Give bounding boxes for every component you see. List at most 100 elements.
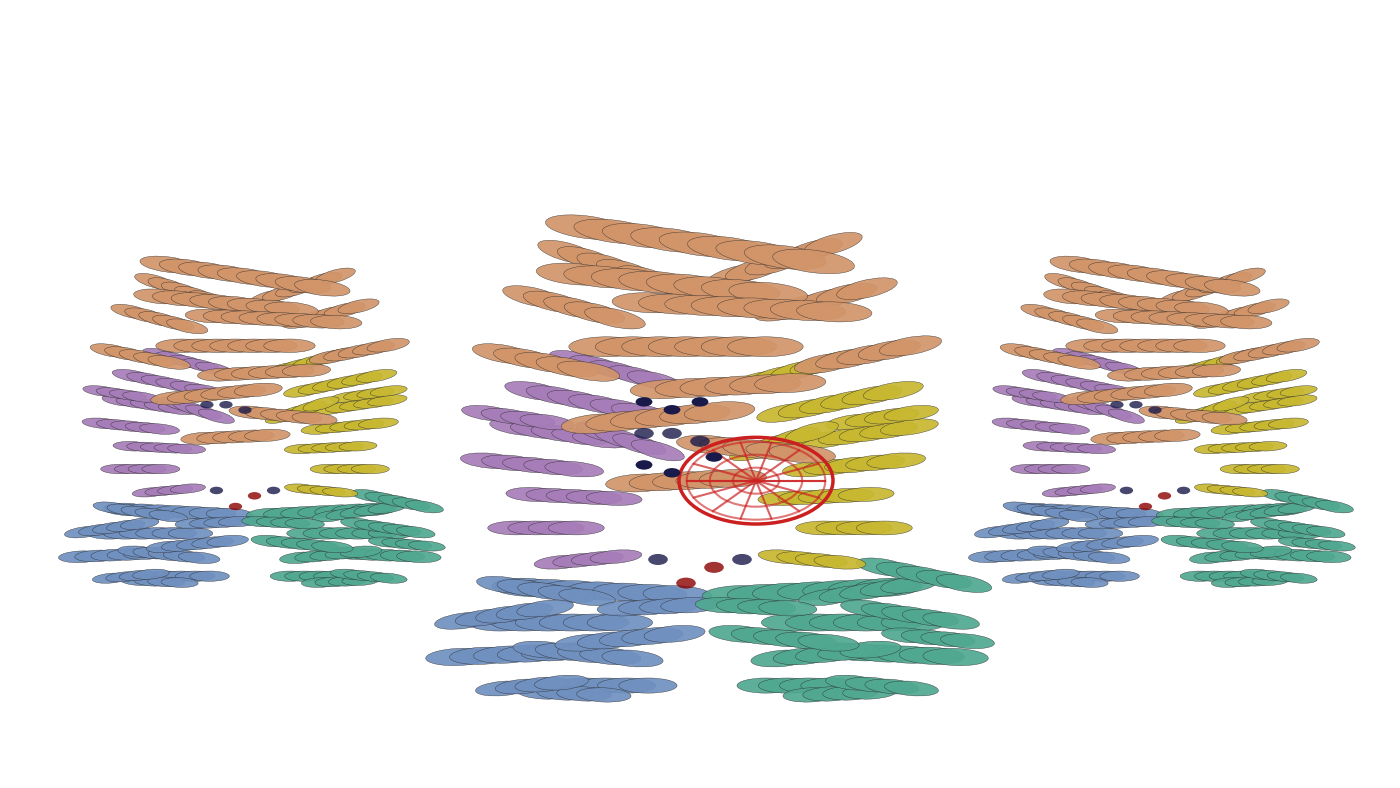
- Ellipse shape: [1176, 537, 1218, 548]
- Ellipse shape: [406, 500, 444, 513]
- Ellipse shape: [1170, 409, 1215, 422]
- Ellipse shape: [148, 549, 189, 560]
- Ellipse shape: [1247, 299, 1289, 314]
- Ellipse shape: [568, 395, 629, 414]
- Ellipse shape: [1264, 504, 1302, 515]
- Ellipse shape: [1316, 500, 1354, 513]
- Ellipse shape: [251, 535, 293, 547]
- Ellipse shape: [648, 336, 724, 357]
- Ellipse shape: [545, 642, 610, 660]
- Ellipse shape: [284, 444, 322, 454]
- Ellipse shape: [1175, 302, 1228, 317]
- Ellipse shape: [1186, 411, 1232, 423]
- Ellipse shape: [276, 411, 322, 423]
- Ellipse shape: [301, 578, 339, 587]
- Ellipse shape: [1306, 526, 1345, 538]
- Ellipse shape: [263, 507, 311, 520]
- Ellipse shape: [153, 527, 196, 539]
- Ellipse shape: [130, 399, 169, 411]
- Ellipse shape: [1007, 419, 1046, 430]
- Ellipse shape: [622, 336, 697, 357]
- Ellipse shape: [1266, 370, 1306, 382]
- Ellipse shape: [503, 457, 561, 473]
- Ellipse shape: [199, 409, 234, 423]
- Ellipse shape: [717, 599, 774, 614]
- Ellipse shape: [83, 385, 120, 396]
- Ellipse shape: [631, 228, 713, 252]
- Ellipse shape: [102, 395, 141, 406]
- Ellipse shape: [196, 362, 232, 375]
- Ellipse shape: [263, 339, 315, 352]
- Ellipse shape: [577, 678, 634, 693]
- Ellipse shape: [1138, 430, 1184, 442]
- Ellipse shape: [1058, 355, 1100, 370]
- Ellipse shape: [1194, 571, 1235, 582]
- Ellipse shape: [557, 361, 620, 381]
- Ellipse shape: [127, 464, 167, 474]
- Ellipse shape: [487, 521, 543, 535]
- Ellipse shape: [368, 502, 406, 514]
- Circle shape: [648, 554, 668, 565]
- Ellipse shape: [647, 274, 725, 296]
- Ellipse shape: [757, 492, 813, 505]
- Ellipse shape: [245, 429, 290, 441]
- Ellipse shape: [819, 428, 876, 445]
- Ellipse shape: [315, 547, 360, 559]
- Ellipse shape: [1057, 571, 1096, 582]
- Ellipse shape: [1026, 397, 1065, 408]
- Ellipse shape: [732, 371, 787, 390]
- Ellipse shape: [270, 518, 309, 528]
- Ellipse shape: [200, 386, 249, 400]
- Ellipse shape: [659, 232, 741, 257]
- Ellipse shape: [256, 273, 311, 290]
- Ellipse shape: [1100, 571, 1140, 582]
- Ellipse shape: [351, 527, 396, 539]
- Ellipse shape: [1250, 518, 1289, 530]
- Ellipse shape: [521, 644, 587, 661]
- Ellipse shape: [1018, 548, 1061, 560]
- Ellipse shape: [1071, 282, 1112, 298]
- Ellipse shape: [297, 310, 337, 325]
- Ellipse shape: [535, 675, 588, 690]
- Ellipse shape: [801, 678, 860, 693]
- Ellipse shape: [174, 339, 225, 352]
- Ellipse shape: [1000, 344, 1043, 358]
- Ellipse shape: [312, 511, 350, 522]
- Ellipse shape: [804, 642, 869, 660]
- Ellipse shape: [588, 361, 644, 380]
- Ellipse shape: [1292, 524, 1331, 536]
- Ellipse shape: [1002, 522, 1042, 533]
- Ellipse shape: [1044, 273, 1085, 289]
- Ellipse shape: [1028, 546, 1070, 557]
- Ellipse shape: [819, 585, 876, 603]
- Ellipse shape: [168, 390, 216, 403]
- Ellipse shape: [1050, 443, 1088, 452]
- Ellipse shape: [336, 527, 381, 539]
- Ellipse shape: [923, 612, 980, 630]
- Ellipse shape: [207, 535, 248, 547]
- Ellipse shape: [1120, 339, 1172, 352]
- Circle shape: [690, 436, 710, 447]
- Ellipse shape: [340, 399, 379, 411]
- Ellipse shape: [120, 506, 160, 518]
- Ellipse shape: [343, 389, 381, 400]
- Ellipse shape: [64, 526, 104, 538]
- Ellipse shape: [861, 603, 918, 620]
- Ellipse shape: [322, 488, 358, 497]
- Ellipse shape: [242, 516, 281, 526]
- Ellipse shape: [185, 309, 237, 323]
- Ellipse shape: [1141, 366, 1190, 380]
- Ellipse shape: [528, 521, 584, 535]
- Ellipse shape: [837, 278, 897, 299]
- Ellipse shape: [1043, 289, 1098, 304]
- Circle shape: [676, 578, 696, 589]
- Ellipse shape: [1250, 546, 1292, 557]
- Ellipse shape: [784, 239, 843, 262]
- Ellipse shape: [864, 381, 923, 400]
- Ellipse shape: [1011, 464, 1049, 474]
- Ellipse shape: [178, 552, 220, 563]
- Ellipse shape: [770, 300, 846, 321]
- Ellipse shape: [1002, 573, 1039, 583]
- Ellipse shape: [140, 256, 196, 273]
- Ellipse shape: [636, 272, 694, 296]
